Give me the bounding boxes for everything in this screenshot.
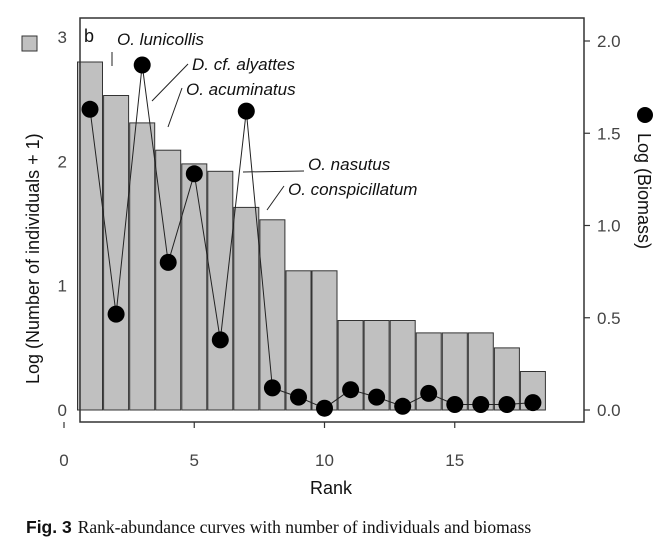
bar-rank-4 [155,149,182,411]
biomass-point-rank-17 [498,396,516,413]
annotation-leader [151,63,189,102]
species-annotations: O. lunicollis D. cf. alyattes O. acuminatu… [111,30,417,211]
y-right-tick-label: 1.0 [597,217,621,236]
y-axis-right-label: Log (Biomass) [634,133,654,249]
biomass-point-rank-7 [237,102,255,120]
biomass-point-rank-9 [290,388,307,406]
biomass-legend-marker [637,107,653,123]
bar-legend-square [21,35,38,52]
biomass-series [81,56,542,417]
species-label: O. acuminatus [186,80,296,99]
y-left-tick-label: 2 [58,152,67,171]
x-tick-label: 5 [190,451,199,470]
biomass-point-rank-6 [211,331,229,349]
annotation-leader [242,170,305,173]
biomass-point-rank-3 [133,56,151,74]
y-left-tick-label: 0 [58,401,67,420]
bar-rank-13 [389,320,416,411]
x-tick-label: 10 [315,451,334,470]
panel-label: b [84,26,94,46]
biomass-point-rank-12 [368,388,386,406]
y-left-tick-label: 1 [58,277,67,296]
bar-rank-6 [207,170,234,411]
bar-rank-1 [77,61,103,411]
bar-rank-3 [129,122,156,411]
biomass-point-rank-10 [316,399,333,417]
y-axis-left-label: Log (Number of individuals + 1) [23,133,43,384]
figure-caption: Fig. 3 Rank-abundance curves with number … [26,517,656,538]
bar-rank-9 [285,270,312,411]
biomass-point-rank-14 [420,384,438,402]
biomass-point-rank-18 [524,394,542,412]
biomass-point-rank-1 [81,100,99,118]
species-label: D. cf. alyattes [192,55,295,74]
species-label: O. lunicollis [117,30,204,49]
biomass-point-rank-8 [263,379,281,397]
bar-rank-10 [311,270,338,411]
biomass-point-rank-13 [394,397,412,415]
biomass-point-rank-5 [185,165,203,183]
axis-ticks: 0 5 10 15 0 1 2 3 0.0 0.5 1.0 1.5 2.0 [58,28,621,470]
bar-rank-7 [233,206,260,411]
x-tick-label: 0 [59,451,68,470]
species-label: O. conspicillatum [288,180,417,199]
biomass-point-rank-16 [472,396,490,413]
plot-frame [79,17,585,423]
x-axis-label: Rank [310,478,353,498]
biomass-point-rank-15 [446,396,464,413]
figure-number: Fig. 3 [26,517,72,537]
y-right-tick-label: 2.0 [597,32,621,51]
biomass-point-rank-4 [159,253,177,271]
bar-rank-2 [103,95,130,411]
annotation-leader [266,185,285,211]
biomass-point-rank-11 [342,381,360,399]
species-label: O. nasutus [308,155,391,174]
x-tick-label: 15 [445,451,464,470]
caption-text: Rank-abundance curves with number of ind… [77,517,532,537]
bar-rank-5 [181,163,208,411]
y-right-tick-label: 1.5 [597,124,621,143]
biomass-point-rank-2 [107,305,125,323]
bar-rank-8 [259,219,286,411]
y-right-tick-label: 0.0 [597,401,621,420]
y-left-tick-label: 3 [58,28,67,47]
y-right-tick-label: 0.5 [597,309,621,328]
annotation-leader [167,87,183,128]
bar-series [77,61,546,411]
